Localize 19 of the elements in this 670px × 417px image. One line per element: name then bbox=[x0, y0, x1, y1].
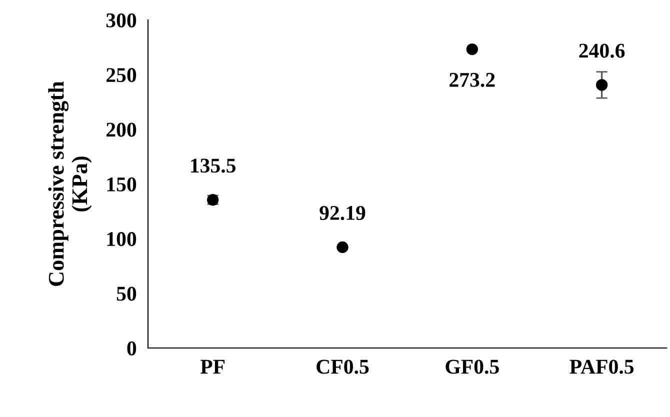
point bbox=[596, 79, 608, 91]
data-label: 240.6 bbox=[579, 44, 625, 58]
x-tick-label: GF0.5 bbox=[446, 360, 499, 374]
y-tick-label: 200 bbox=[106, 122, 136, 137]
data-label: 135.5 bbox=[191, 158, 236, 173]
y-tick-label: 100 bbox=[107, 232, 136, 246]
y-tick-label: 150 bbox=[107, 177, 136, 192]
x-tick-label: PF bbox=[200, 360, 225, 374]
point bbox=[336, 241, 348, 254]
x-tick-label: CF0.5 bbox=[316, 360, 369, 374]
data-label: 273.2 bbox=[450, 72, 495, 88]
point bbox=[466, 43, 478, 56]
y-axis-title: Compressive strength (KPa) bbox=[48, 81, 92, 286]
y-tick-label: 300 bbox=[106, 13, 136, 28]
y-tick-label: 250 bbox=[106, 68, 136, 82]
y-tick-label: 0 bbox=[127, 341, 136, 356]
y-tick-label: 50 bbox=[116, 286, 136, 301]
x-tick-label: PAF0.5 bbox=[570, 360, 634, 374]
data-label: 92.19 bbox=[320, 206, 366, 220]
